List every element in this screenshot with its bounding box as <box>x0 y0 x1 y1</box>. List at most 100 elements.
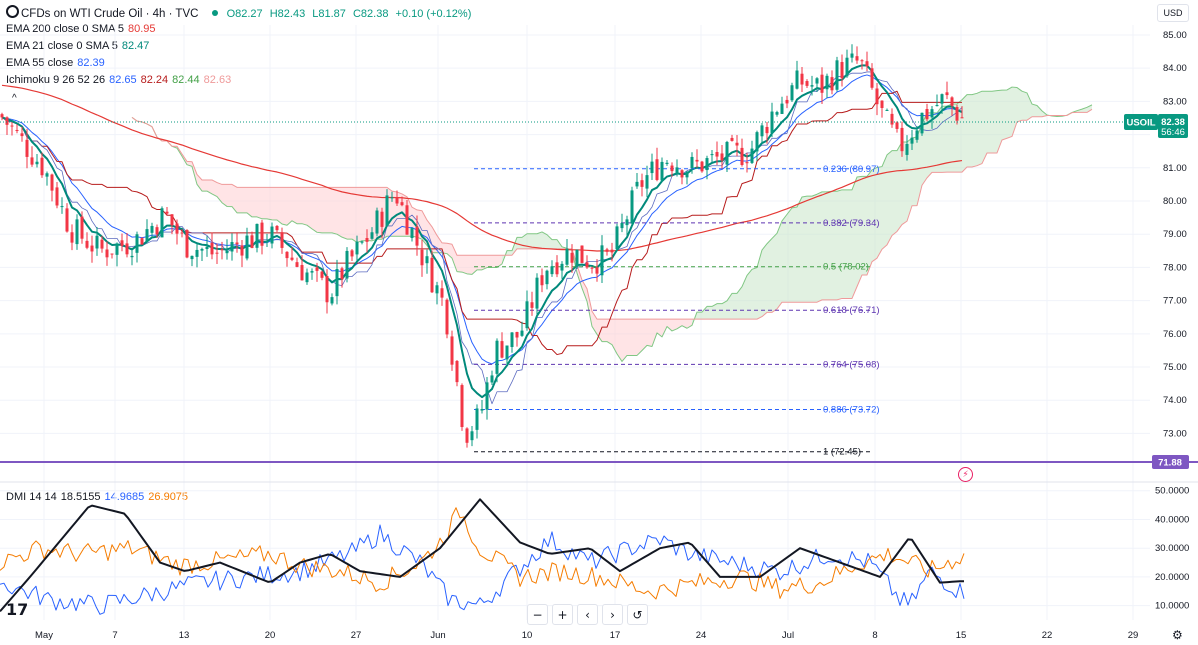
candle-body <box>250 235 254 248</box>
candle-body <box>85 240 89 248</box>
cloud-segment <box>702 306 707 320</box>
cloud-segment <box>732 293 737 320</box>
candle-body <box>470 431 474 441</box>
candle-body <box>745 162 749 164</box>
scroll-left-button[interactable]: ‹ <box>577 604 598 625</box>
cloud-segment <box>547 234 552 249</box>
time-axis-label: 10 <box>522 630 533 641</box>
candle-body <box>425 256 429 264</box>
candle-body <box>130 255 134 258</box>
collapse-legend-button[interactable]: ^ <box>12 93 17 104</box>
ohlc-close: C82.38 <box>352 8 389 20</box>
time-axis-label: 17 <box>610 630 621 641</box>
candle-body <box>680 170 684 178</box>
candle-body <box>215 252 219 254</box>
cloud-segment <box>367 187 372 241</box>
candle-body <box>435 285 439 294</box>
price-axis-label: 81.00 <box>1163 163 1187 174</box>
indicator-value: 82.44 <box>172 74 200 86</box>
candle-body <box>265 240 269 243</box>
cloud-segment <box>742 275 747 320</box>
cloud-segment <box>797 196 802 303</box>
candle-body <box>920 112 924 134</box>
candle-body <box>875 88 879 105</box>
dmi-plus-value: 14.9685 <box>104 491 145 503</box>
indicator-ema21-legend[interactable]: EMA 21 close 0 SMA 5 82.47 <box>6 39 153 53</box>
candle-body <box>740 147 744 166</box>
horizontal-line-price-text: 71.88 <box>1158 458 1182 469</box>
candle-body <box>790 85 794 101</box>
alert-icon[interactable]: ⚡ <box>958 467 973 482</box>
candle-body <box>420 249 424 266</box>
cloud-segment <box>1032 104 1037 117</box>
time-axis-label: Jul <box>782 630 794 641</box>
candle-body <box>190 255 194 260</box>
price-axis-label: 85.00 <box>1163 30 1187 41</box>
candle-body <box>115 243 119 255</box>
zoom-in-button[interactable]: + <box>552 604 573 625</box>
cloud-segment <box>632 319 637 356</box>
price-axis-label: 75.00 <box>1163 362 1187 373</box>
time-axis-label: 22 <box>1042 630 1053 641</box>
cloud-segment <box>517 237 522 249</box>
dmi-plus-di-line <box>0 524 965 615</box>
candle-body <box>40 157 44 176</box>
cloud-segment <box>777 220 782 309</box>
settings-gear-icon[interactable]: ⚙ <box>1172 628 1183 642</box>
candle-body <box>715 152 719 157</box>
candle-body <box>605 249 609 252</box>
cloud-segment <box>927 112 932 178</box>
reset-chart-button[interactable]: ↺ <box>627 604 648 625</box>
candle-body <box>560 263 564 271</box>
indicator-value: 82.39 <box>77 57 105 69</box>
candle-body <box>340 268 344 280</box>
candle-body <box>150 225 154 233</box>
dmi-axis-label: 50.0000 <box>1155 486 1189 497</box>
symbol-title[interactable]: CFDs on WTI Crude Oil · 4h · TVC <box>21 8 199 20</box>
candle-body <box>730 137 734 141</box>
indicator-ema200-legend[interactable]: EMA 200 close 0 SMA 5 80.95 <box>6 22 160 36</box>
cloud-segment <box>637 319 642 356</box>
indicator-label: EMA 200 close 0 SMA 5 <box>6 23 125 35</box>
ohlc-low: L81.87 <box>312 8 346 20</box>
cloud-segment <box>802 196 807 303</box>
tradingview-logo-icon[interactable]: 17 <box>6 600 29 619</box>
candle-body <box>545 270 549 285</box>
cloud-segment <box>717 303 722 320</box>
cloud-segment <box>662 319 667 337</box>
indicator-ema55-legend[interactable]: EMA 55 close 82.39 <box>6 56 109 70</box>
candle-body <box>325 275 329 303</box>
cloud-segment <box>757 250 762 320</box>
scroll-right-button[interactable]: › <box>602 604 623 625</box>
candle-body <box>175 223 179 234</box>
candle-body <box>75 219 79 245</box>
candle-body <box>630 190 634 224</box>
fib-level-label: 0.618 (76.71) <box>823 305 880 316</box>
candle-body <box>665 162 669 165</box>
cloud-segment <box>932 112 937 173</box>
cloud-segment <box>937 106 942 173</box>
candle-body <box>900 127 904 152</box>
cloud-segment <box>917 124 922 206</box>
candle-body <box>750 148 754 163</box>
cloud-segment <box>262 187 267 219</box>
cloud-segment <box>962 94 967 173</box>
candle-body <box>185 230 189 258</box>
candle-body <box>475 408 479 430</box>
candle-body <box>90 245 94 252</box>
cloud-segment <box>242 187 247 213</box>
candle-body <box>160 208 164 238</box>
currency-selector[interactable]: USD <box>1157 4 1189 22</box>
candle-body <box>785 99 789 104</box>
cloud-segment <box>277 187 282 225</box>
cloud-segment <box>532 233 537 249</box>
cloud-segment <box>897 142 902 232</box>
indicator-ichimoku-legend[interactable]: Ichimoku 9 26 52 26 82.65 82.24 82.44 82.63 <box>6 73 235 87</box>
zoom-out-button[interactable]: − <box>527 604 548 625</box>
candle-body <box>925 108 929 120</box>
candle-body <box>200 248 204 251</box>
candle-body <box>135 234 139 253</box>
cloud-segment <box>902 142 907 225</box>
